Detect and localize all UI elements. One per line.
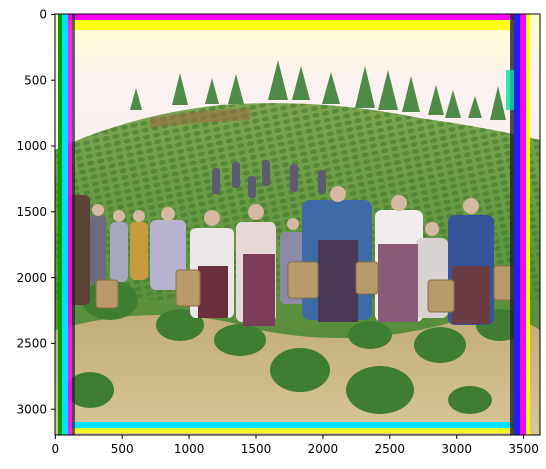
y-tick-label: 1500 (16, 205, 47, 219)
tree-line (130, 60, 506, 120)
x-tick-label: 3000 (441, 442, 472, 456)
axes-frame (54, 13, 541, 436)
photo-image (55, 14, 540, 435)
x-tick-label: 2500 (375, 442, 406, 456)
y-axis: 0 500 1000 1500 2000 2500 3000 (16, 8, 55, 416)
y-tick-label: 3000 (16, 402, 47, 416)
y-tick-label: 0 (39, 8, 47, 22)
x-tick-label: 500 (111, 442, 134, 456)
y-tick-label: 2500 (16, 337, 47, 351)
x-tick-label: 3500 (508, 442, 539, 456)
y-tick-label: 1000 (16, 139, 47, 153)
x-tick-label: 1000 (174, 442, 205, 456)
x-tick-label: 2000 (308, 442, 339, 456)
x-axis: 0 500 1000 1500 2000 2500 3000 3500 (51, 435, 539, 456)
foreground-shrubs (66, 280, 524, 414)
x-tick-label: 1500 (241, 442, 272, 456)
x-tick-label: 0 (51, 442, 59, 456)
color-fringe-borders (58, 14, 530, 435)
y-tick-label: 2000 (16, 271, 47, 285)
y-tick-label: 500 (24, 73, 47, 87)
